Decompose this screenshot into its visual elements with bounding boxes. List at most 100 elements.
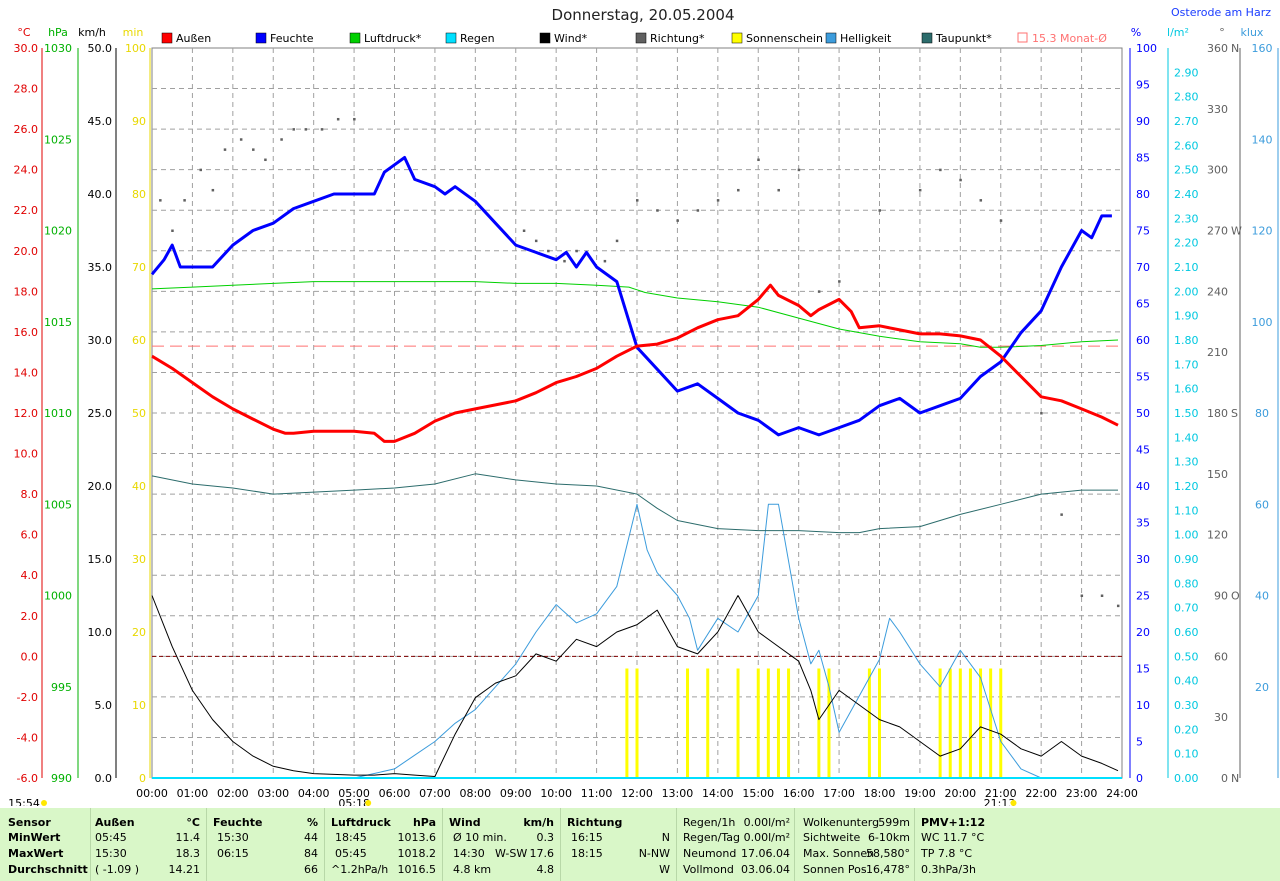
rain-axis-tick: 2.00 bbox=[1174, 285, 1199, 298]
location-label: Osterode am Harz bbox=[1171, 6, 1271, 19]
wind-axis-tick: 15.0 bbox=[88, 553, 113, 566]
direction-point bbox=[183, 199, 186, 202]
direction-point bbox=[696, 209, 700, 212]
aussen-min-val: 11.4 bbox=[175, 831, 201, 844]
rain-axis-tick: 1.90 bbox=[1174, 310, 1199, 323]
direction-point bbox=[603, 259, 607, 263]
sunshine-bar bbox=[989, 668, 993, 778]
luftdruck-header: Luftdruck bbox=[331, 816, 391, 829]
temp-axis-tick: 2.0 bbox=[21, 610, 39, 623]
luftdruck-unit: hPa bbox=[412, 816, 436, 829]
neumond-val: 17.06.04 bbox=[741, 847, 790, 860]
legend-swatch-0 bbox=[161, 32, 173, 44]
temp-axis-tick: 6.0 bbox=[21, 529, 39, 542]
direction-point bbox=[959, 178, 962, 182]
row-label-min: MinWert bbox=[8, 831, 61, 844]
sunshine-bar bbox=[867, 668, 871, 778]
wolken-column: Wolkenunterg 599m Sichtweite 6-10km Max. S… bbox=[794, 808, 914, 881]
temp-axis-tick: -6.0 bbox=[17, 772, 38, 785]
rain-axis-tick: 2.30 bbox=[1174, 212, 1199, 225]
x-axis-tick: 18:00 bbox=[864, 787, 896, 800]
richtung-min-time: 16:15 bbox=[571, 831, 603, 844]
wind-axis-tick: 25.0 bbox=[88, 407, 113, 420]
richtung-header: Richtung bbox=[567, 816, 623, 829]
feuchte-column: Feuchte% 15:30 44 06:15 84 66 bbox=[206, 808, 324, 881]
pmv-column: PMV+1:12 WC 11.7 °C TP 7.8 °C 0.3hPa/3h bbox=[914, 808, 1280, 881]
x-axis-tick: 16:00 bbox=[783, 787, 815, 800]
lux-axis-tick: 60 bbox=[1255, 498, 1269, 511]
sichtweite-label: Sichtweite bbox=[803, 831, 861, 844]
rain-axis-tick: 0.10 bbox=[1174, 748, 1199, 761]
vollmond-label: Vollmond bbox=[683, 863, 734, 876]
rain-axis-tick: 0.30 bbox=[1174, 699, 1199, 712]
sunshine-bar bbox=[958, 668, 962, 778]
legend-swatch-3 bbox=[445, 32, 457, 44]
temp-axis-tick: 26.0 bbox=[14, 123, 39, 136]
direction-point bbox=[1060, 513, 1063, 516]
dir-axis-tick: 90 bbox=[1214, 590, 1228, 603]
aussen-avg-val: 14.21 bbox=[168, 863, 201, 876]
direction-point bbox=[939, 168, 942, 172]
temp-axis-tick: 10.0 bbox=[14, 448, 39, 461]
legend-swatch-1 bbox=[255, 32, 267, 44]
wind-axis-tick: 10.0 bbox=[88, 626, 113, 639]
temp-axis-tick: 8.0 bbox=[21, 488, 39, 501]
x-axis-tick: 02:00 bbox=[217, 787, 249, 800]
series-line-luftdruck bbox=[151, 281, 1119, 348]
direction-point bbox=[575, 249, 578, 253]
wind-axis-tick: 5.0 bbox=[95, 699, 113, 712]
sun-axis-tick: 10 bbox=[132, 699, 146, 712]
wind-header: Wind bbox=[449, 816, 481, 829]
max-sonnen-label: Max. Sonnen bbox=[803, 847, 875, 860]
dir-axis-tick: 150 bbox=[1207, 468, 1228, 481]
rain-axis-tick: 0.80 bbox=[1174, 577, 1199, 590]
x-axis-tick: 01:00 bbox=[177, 787, 209, 800]
rain-axis-tick: 2.40 bbox=[1174, 188, 1199, 201]
dir-axis-tick: W bbox=[1231, 225, 1242, 238]
x-axis-tick: 14:00 bbox=[702, 787, 734, 800]
lux-axis-tick: 120 bbox=[1252, 225, 1273, 238]
rain-axis-tick: 0.70 bbox=[1174, 602, 1199, 615]
rain-axis-tick: 0.20 bbox=[1174, 723, 1199, 736]
direction-point bbox=[817, 290, 821, 293]
direction-point bbox=[716, 199, 720, 202]
legend-swatch-6 bbox=[731, 32, 743, 44]
sunshine-bar bbox=[756, 668, 760, 778]
dir-axis-tick: 210 bbox=[1207, 346, 1228, 359]
sunshine-bar bbox=[706, 668, 710, 778]
x-axis-tick: 13:00 bbox=[662, 787, 694, 800]
sensor-header: Sensor bbox=[8, 816, 51, 829]
rain-axis-tick: 1.10 bbox=[1174, 504, 1199, 517]
rain-axis-tick: 2.20 bbox=[1174, 237, 1199, 250]
x-axis-tick: 08:00 bbox=[459, 787, 491, 800]
sunshine-bar bbox=[736, 668, 740, 778]
sunshine-bar bbox=[635, 668, 639, 778]
legend-swatch-9 bbox=[1017, 32, 1028, 43]
legend-label-2: Luftdruck* bbox=[364, 32, 422, 45]
temp-axis-tick: 28.0 bbox=[14, 83, 39, 96]
dir-axis-tick: 120 bbox=[1207, 529, 1228, 542]
series-line-außen bbox=[151, 283, 1119, 443]
x-axis-tick: 12:00 bbox=[621, 787, 653, 800]
unit-hum: % bbox=[1131, 26, 1141, 39]
direction-point bbox=[239, 138, 243, 141]
richtung-avg-val: W bbox=[659, 863, 670, 876]
temp-axis-tick: 14.0 bbox=[14, 366, 39, 379]
hum-axis-tick: 65 bbox=[1136, 298, 1150, 311]
rain-axis-tick: 0.00 bbox=[1174, 772, 1199, 785]
rain-axis-tick: 0.60 bbox=[1174, 626, 1199, 639]
x-axis-tick: 24:00 bbox=[1106, 787, 1138, 800]
sun-axis-tick: 90 bbox=[132, 115, 146, 128]
direction-point bbox=[304, 128, 308, 131]
sun-axis-tick: 60 bbox=[132, 334, 146, 347]
dir-axis-tick: N bbox=[1231, 772, 1239, 785]
pmv-header: PMV+1:12 bbox=[921, 816, 986, 829]
sunshine-bar bbox=[979, 668, 983, 778]
rain-axis-tick: 2.60 bbox=[1174, 139, 1199, 152]
x-axis-tick: 20:00 bbox=[944, 787, 976, 800]
hum-axis-tick: 70 bbox=[1136, 261, 1150, 274]
temp-axis-tick: 18.0 bbox=[14, 285, 39, 298]
dir-axis-tick: O bbox=[1231, 590, 1240, 603]
hum-axis-tick: 10 bbox=[1136, 699, 1150, 712]
dir-axis-tick: 270 bbox=[1207, 225, 1228, 238]
